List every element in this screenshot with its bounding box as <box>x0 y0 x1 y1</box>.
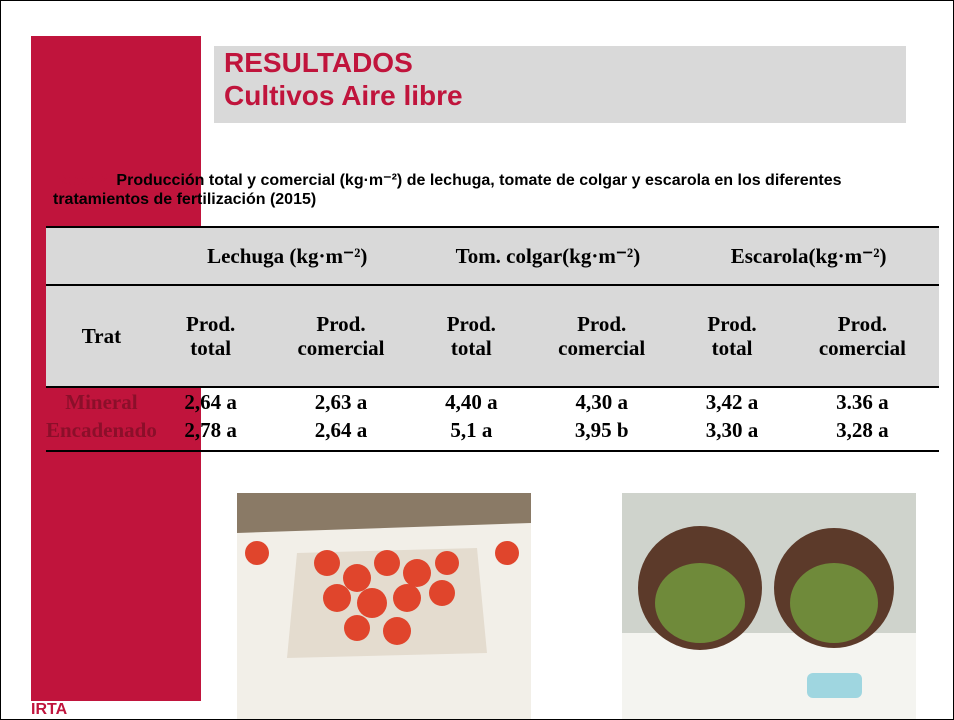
group-header: Lechuga (kg·m⁻²) <box>156 226 418 286</box>
results-table: Lechuga (kg·m⁻²) Tom. colgar(kg·m⁻²) Escar… <box>46 226 939 452</box>
cell: 2,78 a <box>156 416 265 452</box>
column-header: Prod. total <box>156 285 265 388</box>
cell: 3,42 a <box>705 389 759 414</box>
column-header: Trat <box>46 285 157 388</box>
cell: 4,40 a <box>445 389 498 414</box>
column-header: Prod. total <box>678 285 786 388</box>
data-row: Mineral 2,64 a 2,63 a 4,40 a 4,30 a 3,42 a 3.3… <box>46 387 939 416</box>
caption-label: Tabla 2. <box>53 172 112 189</box>
cell: 2,64 a <box>264 416 418 452</box>
subtitle: Cultivos Aire libre <box>224 80 463 111</box>
group-header-row: Lechuga (kg·m⁻²) Tom. colgar(kg·m⁻²) Escar… <box>46 226 939 286</box>
caption-text: Producción total y comercial (kg·m⁻²) de… <box>53 172 842 208</box>
group-header: Escarola(kg·m⁻²) <box>678 226 939 286</box>
column-header: Prod. comercial <box>264 285 418 388</box>
logo: IRTA <box>31 701 68 718</box>
cell: 2,64 a <box>184 389 237 414</box>
caption: Tabla 2. Producción total y comercial (k… <box>53 171 933 209</box>
column-header-row: Trat Prod. total Prod. comercial Prod. tota… <box>46 285 939 388</box>
row-label: Encadenado <box>46 416 157 452</box>
column-header: Prod. total <box>417 285 526 388</box>
column-header: Prod. comercial <box>525 285 679 388</box>
cell: 3,95 b <box>525 416 679 452</box>
row-label: Mineral <box>65 389 138 414</box>
group-header: Tom. colgar(kg·m⁻²) <box>417 226 679 286</box>
cell: 4,30 a <box>575 389 628 414</box>
title-box: RESULTADOS Cultivos Aire libre <box>214 46 906 123</box>
cell: 5,1 a <box>417 416 526 452</box>
lettuce-photo <box>622 493 916 719</box>
title: RESULTADOS <box>224 47 413 78</box>
cell: 3,28 a <box>785 416 939 452</box>
cell: 2,63 a <box>314 389 368 414</box>
tomato-photo <box>237 493 531 719</box>
cell: 3.36 a <box>836 389 889 414</box>
column-header: Prod. comercial <box>785 285 939 388</box>
header-cell <box>46 226 157 286</box>
cell: 3,30 a <box>678 416 786 452</box>
